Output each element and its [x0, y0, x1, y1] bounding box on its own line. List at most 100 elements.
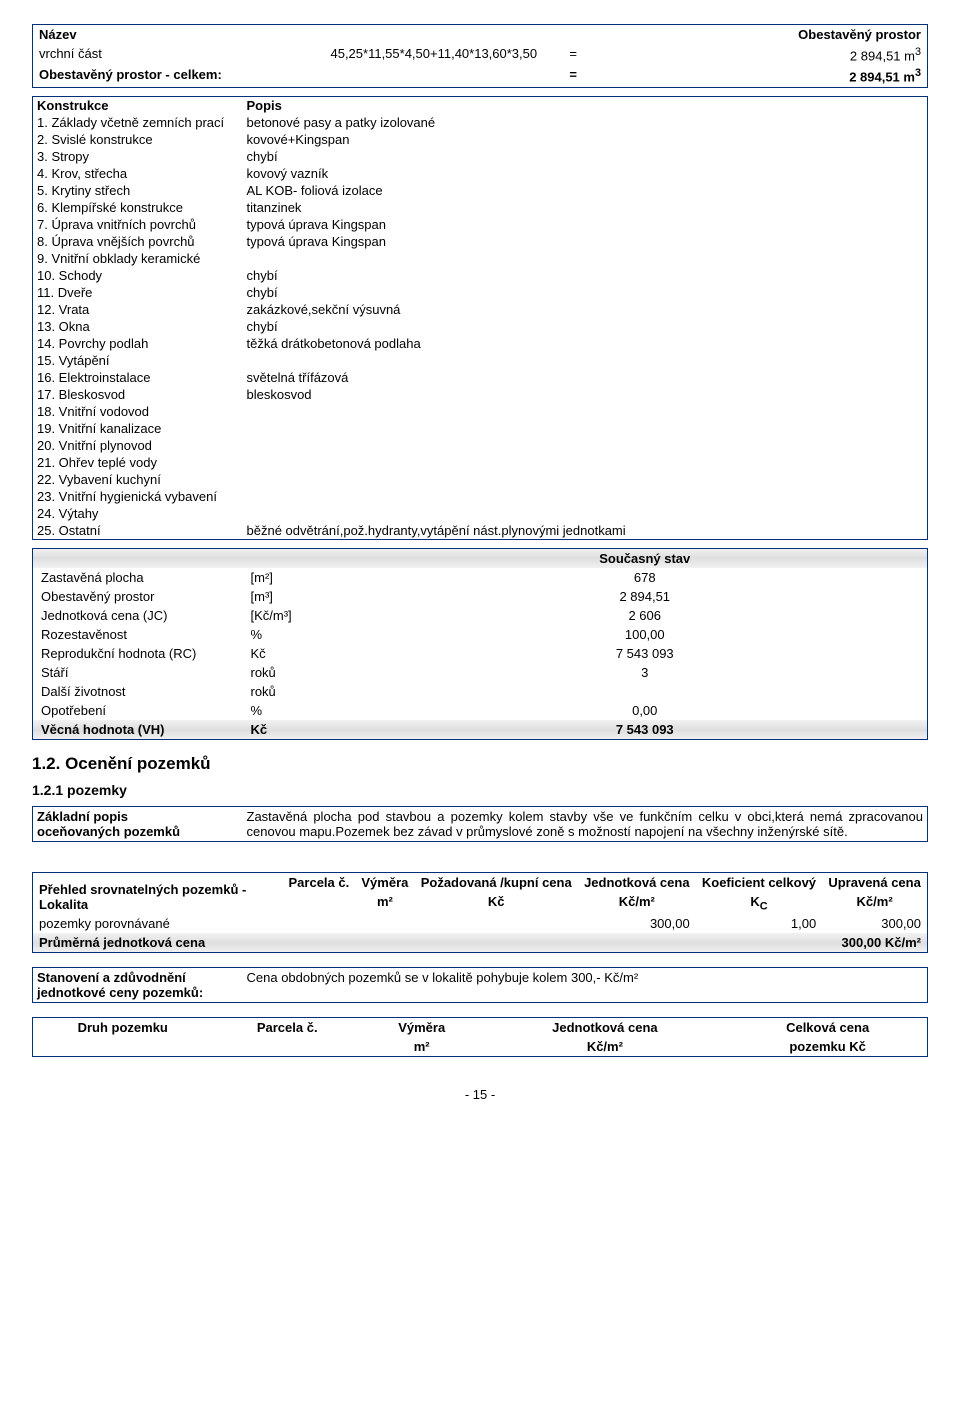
spec-value: běžné odvětrání,pož.hydranty,vytápění ná… — [243, 522, 928, 540]
spec-value: chybí — [243, 284, 928, 301]
spec-row: 24. Výtahy — [33, 505, 928, 522]
summary-label: Jednotková cena (JC) — [33, 606, 243, 625]
comp-r2-l: Průměrná jednotková cena — [33, 933, 578, 953]
summary-unit: % — [243, 701, 363, 720]
summary-value: 3 — [363, 663, 928, 682]
spec-label: 24. Výtahy — [33, 505, 243, 522]
summary-value: 100,00 — [363, 625, 928, 644]
spec-value: betonové pasy a patky izolované — [243, 114, 928, 131]
row2-eq: = — [543, 65, 603, 87]
spec-value — [243, 454, 928, 471]
summary-label: Obestavěný prostor — [33, 587, 243, 606]
summary-unit: [Kč/m³] — [243, 606, 363, 625]
spec-row: 1. Základy včetně zemních pracíbetonové … — [33, 114, 928, 131]
spec-row: 12. Vratazakázkové,sekční výsuvná — [33, 301, 928, 318]
summary-label: Rozestavěnost — [33, 625, 243, 644]
spec-value — [243, 471, 928, 488]
spec-row: 13. Oknachybí — [33, 318, 928, 335]
summary-row: Opotřebení%0,00 — [33, 701, 928, 720]
summary-unit: roků — [243, 663, 363, 682]
comp-h5: Jednotková cena — [578, 872, 696, 892]
comp-r2-v: 300,00 Kč/m² — [578, 933, 928, 953]
druh-c3b: m² — [362, 1037, 482, 1057]
druh-c4: Jednotková cena — [481, 1018, 728, 1038]
spec-value: světelná třífázová — [243, 369, 928, 386]
spec-label: 11. Dveře — [33, 284, 243, 301]
comp-h3: Výměra — [355, 872, 414, 892]
spec-label: 6. Klempířské konstrukce — [33, 199, 243, 216]
spec-col-konstrukce: Konstrukce — [33, 96, 243, 114]
spec-table: Konstrukce Popis 1. Základy včetně zemní… — [32, 96, 928, 540]
comp-r1-v1: 300,00 — [578, 914, 696, 933]
comp-h2: Parcela č. — [283, 872, 356, 914]
summary-label: Reprodukční hodnota (RC) — [33, 644, 243, 663]
spec-value — [243, 505, 928, 522]
summary-final-v: 7 543 093 — [363, 720, 928, 740]
spec-row: 18. Vnitřní vodovod — [33, 403, 928, 420]
section-121: 1.2.1 pozemky — [32, 782, 928, 798]
base-l1: Základní popis — [37, 809, 239, 824]
spec-value — [243, 403, 928, 420]
spec-value: bleskosvod — [243, 386, 928, 403]
section-12: 1.2. Ocenění pozemků — [32, 754, 928, 774]
row2-val: 2 894,51 m3 — [603, 65, 927, 87]
comp-h7: Upravená cena — [822, 872, 927, 892]
spec-label: 25. Ostatní — [33, 522, 243, 540]
summary-unit: [m²] — [243, 568, 363, 587]
spec-label: 2. Svislé konstrukce — [33, 131, 243, 148]
summary-final-u: Kč — [243, 720, 363, 740]
stan-l2: jednotkové ceny pozemků: — [37, 985, 239, 1000]
comp-r1-l: pozemky porovnávané — [33, 914, 578, 933]
stan-l1: Stanovení a zdůvodnění — [37, 970, 239, 985]
druh-c1: Druh pozemku — [33, 1018, 213, 1038]
summary-row: Obestavěný prostor[m³]2 894,51 — [33, 587, 928, 606]
spec-label: 19. Vnitřní kanalizace — [33, 420, 243, 437]
spec-value: zakázkové,sekční výsuvná — [243, 301, 928, 318]
spec-row: 8. Úprava vnějších povrchůtypová úprava … — [33, 233, 928, 250]
page-number: - 15 - — [32, 1087, 928, 1102]
druh-c3: Výměra — [362, 1018, 482, 1038]
summary-unit: % — [243, 625, 363, 644]
spec-row: 3. Stropychybí — [33, 148, 928, 165]
spec-label: 5. Krytiny střech — [33, 182, 243, 199]
spec-label: 1. Základy včetně zemních prací — [33, 114, 243, 131]
spec-row: 25. Ostatníběžné odvětrání,pož.hydranty,… — [33, 522, 928, 540]
stan-text: Cena obdobných pozemků se v lokalitě poh… — [243, 968, 928, 1003]
spec-row: 7. Úprava vnitřních povrchůtypová úprava… — [33, 216, 928, 233]
row1-eq: = — [543, 44, 603, 65]
spec-row: 15. Vytápění — [33, 352, 928, 369]
comp-h1: Přehled srovnatelných pozemků - Lokalita — [33, 872, 283, 914]
druh-c2: Parcela č. — [213, 1018, 362, 1038]
summary-final-l: Věcná hodnota (VH) — [33, 720, 243, 740]
base-desc: Základní popis oceňovaných pozemků Zasta… — [32, 806, 928, 842]
spec-label: 16. Elektroinstalace — [33, 369, 243, 386]
spec-label: 8. Úprava vnějších povrchů — [33, 233, 243, 250]
spec-value: titanzinek — [243, 199, 928, 216]
col-obest: Obestavěný prostor — [603, 25, 927, 45]
summary-value: 678 — [363, 568, 928, 587]
row2-label: Obestavěný prostor - celkem: — [33, 65, 544, 87]
spec-value: těžká drátkobetonová podlaha — [243, 335, 928, 352]
summary-value: 7 543 093 — [363, 644, 928, 663]
summary-row: Rozestavěnost%100,00 — [33, 625, 928, 644]
summary-label: Zastavěná plocha — [33, 568, 243, 587]
row1-formula: 45,25*11,55*4,50+11,40*13,60*3,50 — [213, 44, 543, 65]
summary-unit: [m³] — [243, 587, 363, 606]
druh-c5b: pozemku Kč — [728, 1037, 927, 1057]
spec-row: 23. Vnitřní hygienická vybavení — [33, 488, 928, 505]
summary-value: 2 894,51 — [363, 587, 928, 606]
summary-value: 2 606 — [363, 606, 928, 625]
summary-row: Zastavěná plocha[m²]678 — [33, 568, 928, 587]
summary-row: Stáříroků3 — [33, 663, 928, 682]
comp-h3b: m² — [355, 892, 414, 915]
spec-row: 6. Klempířské konstrukcetitanzinek — [33, 199, 928, 216]
spec-value: typová úprava Kingspan — [243, 233, 928, 250]
druh-c4b: Kč/m² — [481, 1037, 728, 1057]
base-text: Zastavěná plocha pod stavbou a pozemky k… — [243, 806, 928, 841]
summary-unit: Kč — [243, 644, 363, 663]
spec-row: 9. Vnitřní obklady keramické — [33, 250, 928, 267]
col-nazev: Název — [33, 25, 214, 45]
spec-value: chybí — [243, 148, 928, 165]
summary-row: Reprodukční hodnota (RC)Kč7 543 093 — [33, 644, 928, 663]
spec-label: 13. Okna — [33, 318, 243, 335]
